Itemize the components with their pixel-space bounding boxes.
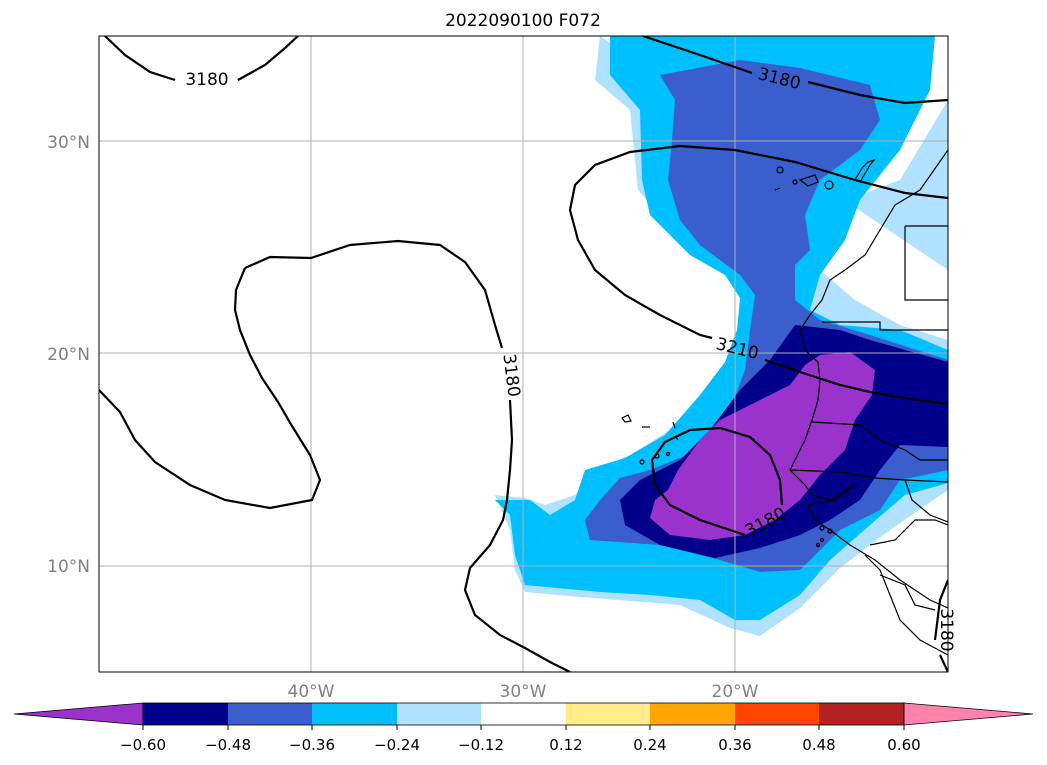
colorbar-tick-label: 0.48 (802, 736, 835, 754)
colorbar-tick-label: 0.12 (549, 736, 582, 754)
gridlines (99, 36, 948, 672)
colorbar-swatch (312, 703, 397, 725)
colorbar-tick-label: −0.60 (120, 736, 166, 754)
colorbar-extend-low (13, 702, 144, 726)
colorbar-tick-label: 0.24 (633, 736, 666, 754)
colorbar-swatch (819, 703, 904, 725)
contour-3210 (568, 144, 948, 406)
anomaly-shading (495, 36, 948, 636)
colorbar-swatch (650, 703, 735, 725)
lat-label: 30°N (47, 133, 90, 153)
colorbar-tick-label: 0.36 (718, 736, 751, 754)
colorbar-tick-marks (142, 725, 905, 730)
contour-3180-northeast (642, 36, 948, 105)
longitude-labels: 40°W 30°W 20°W (288, 682, 759, 702)
lon-label: 40°W (288, 682, 335, 702)
height-contours (99, 36, 948, 672)
contour-3180-northwest (104, 36, 299, 82)
lat-label: 10°N (47, 557, 90, 577)
colorbar-tick-label: −0.24 (374, 736, 420, 754)
contour-3180-southeast (933, 579, 948, 672)
colorbar-tick-label: 0.60 (887, 736, 920, 754)
colorbar-swatch (143, 703, 228, 725)
lon-label: 20°W (712, 682, 759, 702)
map-frame (98, 35, 949, 673)
figure-title: 2022090100 F072 (445, 11, 601, 31)
contour-labels: 3180 3180 3180 3210 3180 3180 (185, 64, 956, 651)
colorbar: −0.60 −0.48 −0.36 −0.24 −0.12 0.12 0.24 … (13, 702, 1034, 754)
contour-3180-closed-mid (99, 239, 571, 672)
colorbar-tick-label: −0.12 (458, 736, 504, 754)
colorbar-frame (142, 702, 905, 726)
shade-purple (650, 352, 875, 540)
colorbar-swatch (481, 703, 566, 725)
contour-label: 3180 (936, 608, 956, 651)
contour-3180-south (650, 426, 784, 537)
colorbar-tick-label: −0.36 (289, 736, 335, 754)
map-panel: 3180 3180 3180 3210 3180 3180 (98, 35, 956, 673)
lon-label: 30°W (500, 682, 547, 702)
latitude-labels: 30°N 20°N 10°N (47, 133, 90, 577)
contour-label: 3180 (185, 70, 228, 90)
colorbar-swatch (566, 703, 650, 725)
colorbar-swatch (397, 703, 481, 725)
colorbar-tick-label: −0.48 (205, 736, 251, 754)
lat-label: 20°N (47, 345, 90, 365)
colorbar-swatch (735, 703, 819, 725)
coastlines (621, 149, 948, 656)
colorbar-swatch (228, 703, 312, 725)
colorbar-extend-high (903, 702, 1034, 726)
